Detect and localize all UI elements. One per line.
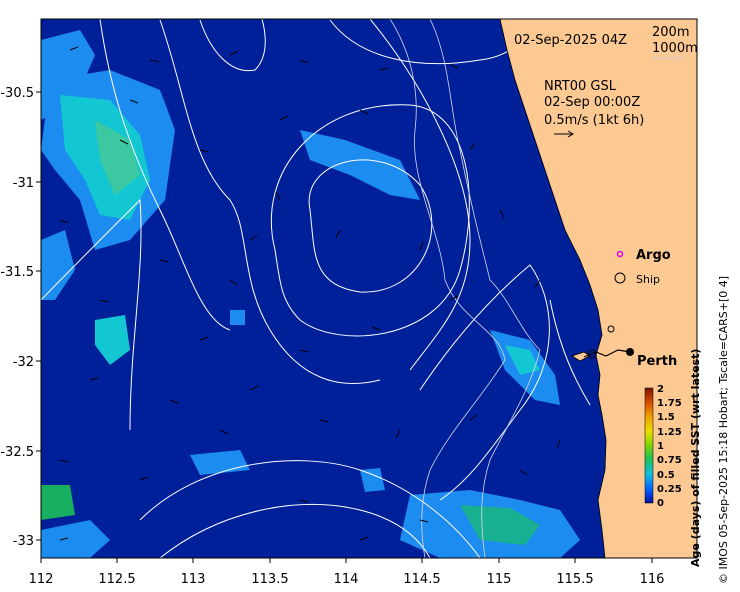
x-axis: 112 112.5 113 113.5 114 114.5 115 115.5 … [29,572,665,587]
ship-marker [607,325,615,333]
ship-marker [587,349,597,359]
colorbar-ticks: 2 1.75 1.5 1.25 1 0.75 0.5 0.25 0 [657,384,682,509]
colorbar-tick: 2 [657,384,664,395]
colorbar-tick: 0.25 [657,484,682,495]
perth-label: Perth [637,354,677,369]
scale-arrow-head-icon [567,130,574,138]
y-axis: -30.5 -31 -31.5 -32 -32.5 -33 [0,86,34,549]
current-time-label: 02-Sep 00:00Z [544,95,640,110]
bathymetry-contours [389,19,541,558]
colorbar-title: Age (days) of filled SST (wrt latest) [689,349,702,567]
depth-1000m-label: 1000m [652,41,698,56]
ship-legend-label: Ship [636,273,660,286]
credit-text: © IMOS 05-Sep-2025 15:18 Hobart; Tscale=… [717,276,730,584]
current-vectors [59,46,561,541]
x-tick-label: 114.5 [403,572,440,587]
colorbar [644,387,654,504]
sst-patches [41,30,580,558]
depth-200m-label: 200m [652,25,689,40]
x-tick-label: 113.5 [251,572,288,587]
y-tick-label: -31.5 [0,265,34,280]
plot-border [40,18,698,559]
argo-legend-marker [616,250,624,258]
ship-legend-marker [614,272,626,284]
current-scale-label: 0.5m/s (1kt 6h) [544,113,644,128]
perth-marker [626,348,634,356]
y-tick-label: -32.5 [0,445,34,460]
sst-contours [41,19,591,558]
ship-track [583,349,631,358]
y-tick-label: -30.5 [0,86,34,101]
colorbar-tick: 0.5 [657,470,675,481]
argo-legend-label: Argo [636,248,671,263]
colorbar-tick: 1 [657,441,664,452]
y-tick-label: -33 [13,534,34,549]
colorbar-tick: 1.5 [657,412,675,423]
y-tick-label: -32 [13,355,34,370]
colorbar-tick: 1.75 [657,398,682,409]
x-tick-label: 114 [334,572,359,587]
rottnest-island [571,351,591,362]
axis-ticks [36,91,653,563]
x-tick-label: 112 [29,572,54,587]
colorbar-tick: 0 [657,498,664,509]
x-tick-label: 115 [487,572,512,587]
current-product-label: NRT00 GSL [544,79,617,94]
x-tick-label: 116 [640,572,665,587]
y-tick-label: -31 [13,176,34,191]
x-tick-label: 113 [181,572,206,587]
timestamp-label: 02-Sep-2025 04Z [514,33,627,48]
colorbar-tick: 1.25 [657,427,682,438]
x-tick-label: 115.5 [556,572,593,587]
colorbar-tick: 0.75 [657,455,682,466]
x-tick-label: 112.5 [98,572,135,587]
